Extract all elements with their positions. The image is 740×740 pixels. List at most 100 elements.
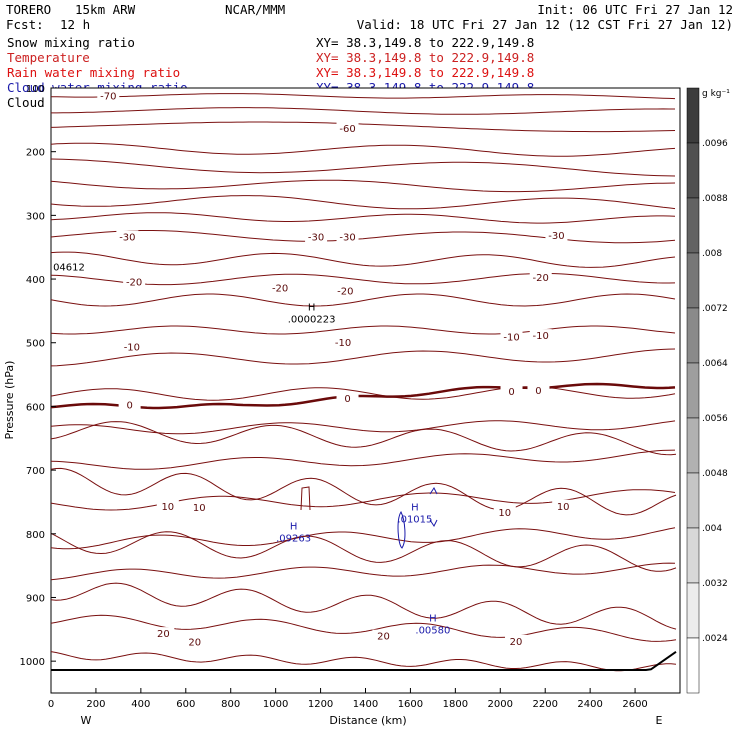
isotherm-3	[50, 142, 676, 157]
x-tick-label-11: 2200	[532, 699, 557, 710]
y-tick-label-4: 600	[26, 402, 45, 413]
extrema-value-2: .01015	[397, 515, 432, 526]
colorbar-level-3: .0072	[702, 304, 728, 314]
label-mask-16	[500, 385, 523, 398]
isotherm-6	[50, 195, 676, 210]
label-mask-10	[120, 340, 143, 353]
isotherm-9	[50, 251, 676, 268]
colorbar-level-1: .0088	[702, 194, 728, 204]
colorbar-swatch-0	[686, 87, 700, 144]
temp-label-1: -60	[339, 124, 355, 135]
extrema-value-0: .0000223	[288, 315, 336, 326]
valid-time: Valid: 18 UTC Fri 27 Jan 12 (12 CST Fri …	[357, 17, 733, 32]
y-tick-label-6: 800	[26, 530, 45, 541]
legend-xy-0: XY= 38.3,149.8 to 222.9,149.8	[316, 35, 534, 50]
label-mask-2	[116, 230, 139, 243]
extrema-value-1: .09263	[276, 534, 311, 545]
y-tick-label-top: 100	[26, 84, 45, 95]
label-mask-5	[545, 229, 568, 242]
label-mask-19	[188, 501, 211, 514]
cloud-water-marker-bottom	[429, 519, 438, 527]
colorbar-level-7: .004	[702, 524, 722, 534]
extrema-value-3: .00580	[415, 625, 450, 636]
axes: 0 200 400 600 800 1000 1200 1400 1600 1800 2000 220…	[20, 84, 648, 710]
isotherm-0	[50, 93, 676, 100]
low-isotherm-2	[50, 531, 677, 572]
temp-label-0: -70	[100, 92, 116, 103]
temp-label-10: -10	[124, 343, 140, 354]
colorbar-level-5: .0056	[702, 414, 728, 424]
legend-field-0: Snow mixing ratio	[7, 35, 135, 50]
isotherm-8	[50, 230, 676, 244]
colorbar-swatch-7	[686, 472, 700, 529]
surface-line	[51, 650, 677, 671]
temp-label-19: 10	[193, 503, 206, 514]
y-tick-label-8: 1000	[20, 657, 45, 668]
isotherm-2	[50, 121, 676, 133]
label-mask-12	[500, 330, 523, 343]
x-tick-label-0: 0	[48, 699, 54, 710]
label-mask-11	[332, 336, 355, 349]
center-name: NCAR/MMM	[225, 2, 285, 17]
plot-area	[50, 87, 681, 694]
cloud-water-contour	[397, 510, 406, 549]
label-mask-1	[336, 122, 359, 135]
low-isotherm-0	[50, 421, 677, 456]
isotherm-11	[50, 293, 676, 307]
y-tick-label-2: 400	[26, 275, 45, 286]
temp-label-15: 0	[344, 394, 350, 405]
isotherm-7	[50, 212, 676, 224]
colorbar: .0096 .0088 .008 .0072 .0064 .0056 .0048 .004 .0…	[686, 87, 730, 694]
x-axis-label: Distance (km)	[329, 714, 406, 727]
isotherm-19	[50, 562, 676, 581]
colorbar-swatch-4	[686, 307, 700, 364]
contour-labels: -70 -60 -30 -30 -30 -30 -20 -20 -20 -20 -10 -10 -10 -…	[97, 89, 575, 648]
colorbar-swatch-1	[686, 142, 700, 199]
temp-label-12: -10	[503, 332, 519, 343]
label-mask-20	[493, 506, 516, 519]
isotherm-12	[50, 325, 676, 335]
x-tick-label-10: 2000	[488, 699, 513, 710]
label-mask-17	[527, 383, 550, 396]
model-name: TORERO	[6, 2, 51, 17]
colorbar-swatch-5	[686, 362, 700, 419]
isotherm-1	[51, 107, 675, 115]
label-mask-21	[552, 499, 575, 512]
temp-label-9: -20	[533, 273, 549, 284]
colorbar-swatch-3	[686, 252, 700, 309]
x-tick-label-6: 1200	[308, 699, 333, 710]
x-tick-label-3: 600	[176, 699, 195, 710]
temp-label-17: 0	[535, 386, 541, 397]
temp-label-18: 10	[161, 502, 174, 513]
temp-label-11: -10	[335, 338, 351, 349]
legend-field-2: Rain water mixing ratio	[7, 65, 180, 80]
label-mask-15	[336, 392, 359, 405]
label-mask-22	[152, 627, 175, 640]
x-tick-label-13: 2600	[622, 699, 647, 710]
temp-label-20: 10	[498, 508, 511, 519]
y-tick-label-3: 500	[26, 339, 45, 350]
temp-label-6: -20	[126, 278, 142, 289]
forecast-hour: 12 h	[60, 17, 90, 32]
isotherm-15	[50, 420, 676, 435]
colorbar-level-2: .008	[702, 249, 722, 259]
moisture-contours	[300, 486, 438, 549]
label-mask-0	[97, 89, 120, 102]
temp-label-23: 20	[188, 637, 201, 648]
label-mask-25	[505, 634, 528, 647]
x-tick-label-8: 1600	[398, 699, 423, 710]
isotherm-16	[50, 449, 676, 470]
x-tick-label-5: 1000	[263, 699, 288, 710]
x-tick-label-12: 2400	[577, 699, 602, 710]
temp-label-7: -20	[272, 283, 288, 294]
isotherm-4	[50, 158, 676, 177]
zero-isotherm	[50, 382, 676, 410]
label-mask-18	[156, 499, 179, 512]
temp-label-8: -20	[337, 287, 353, 298]
x-tick-label-4: 800	[221, 699, 240, 710]
colorbar-swatch-9	[686, 582, 700, 639]
colorbar-swatch-10	[686, 637, 700, 694]
label-mask-13	[529, 329, 552, 342]
temperature-contours	[50, 93, 677, 672]
isotherm-14	[50, 386, 676, 401]
